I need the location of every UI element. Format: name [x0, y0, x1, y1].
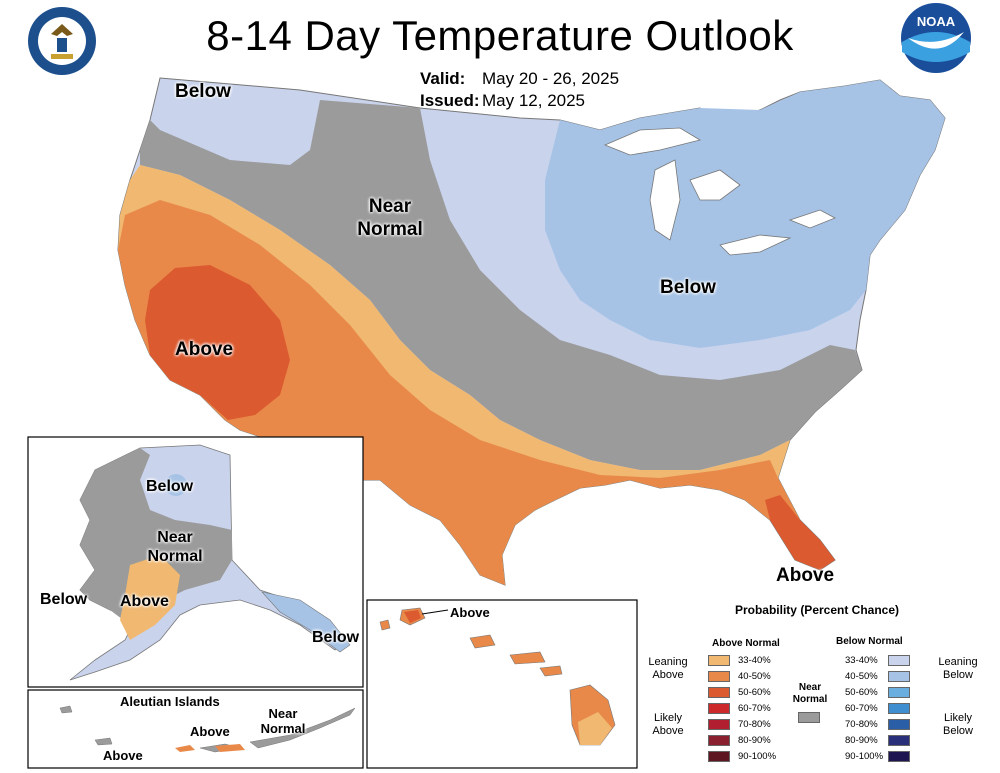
valid-value: May 20 - 26, 2025	[482, 69, 620, 88]
hawaii-inset	[366, 599, 638, 769]
conus-below-40-50-zone	[545, 80, 945, 348]
label-ak-near-normal: Near Normal	[147, 529, 203, 565]
label-hawaii-above: Above	[450, 605, 490, 620]
label-ak-below-se: Below	[312, 629, 360, 646]
florida-above-50-60-zone	[765, 495, 835, 570]
legend-title: Probability (Percent Chance)	[734, 603, 900, 617]
legend-below-swatch-1	[888, 671, 910, 682]
legend-below-swatch-0	[888, 655, 910, 666]
legend-above-range-6: 90-100%	[738, 751, 777, 762]
label-ak-below-west: Below	[40, 591, 88, 608]
label-below-east: Below	[660, 277, 716, 298]
legend-near-normal: Near Normal	[792, 682, 828, 705]
doc-seal-icon	[28, 7, 96, 75]
legend-above-range-0: 33-40%	[738, 655, 771, 666]
legend-below-range-4: 70-80%	[845, 719, 878, 730]
legend-above-swatch-5	[708, 735, 730, 746]
great-lakes	[603, 127, 836, 256]
legend-above-swatch-1	[708, 671, 730, 682]
legend-below-range-0: 33-40%	[845, 655, 878, 666]
legend-below-header: Below Normal	[836, 636, 903, 647]
legend-near-normal-swatch	[798, 712, 820, 723]
label-aleutian-above-1: Above	[190, 724, 230, 739]
noaa-logo-icon: NOAA	[901, 3, 971, 73]
svg-text:NOAA: NOAA	[917, 14, 956, 29]
alaska-above-zone	[120, 555, 180, 640]
alaska-near-normal-zone	[80, 448, 232, 625]
valid-label: Valid:	[420, 69, 466, 88]
legend-below-swatch-6	[888, 751, 910, 762]
date-info: Valid: May 20 - 26, 2025 Issued: May 12, 2…	[420, 68, 619, 112]
legend-likely-above: Likely Above	[652, 712, 684, 737]
legend-below-range-2: 50-60%	[845, 687, 878, 698]
legend-likely-below: Likely Below	[943, 712, 973, 737]
label-ak-above: Above	[120, 593, 169, 610]
label-below-nw: Below	[175, 81, 231, 102]
aleutian-inset	[27, 689, 364, 769]
conus-above-50-60-zone	[145, 265, 290, 420]
label-ak-below: Below	[146, 478, 194, 495]
legend-above-swatch-2	[708, 687, 730, 698]
label-above-fl: Above	[776, 565, 835, 586]
conus-above-40-50-zone	[118, 200, 800, 585]
alaska-inset	[27, 436, 364, 688]
label-above-sw: Above	[175, 339, 234, 360]
label-aleutian-above-2: Above	[103, 748, 143, 763]
legend-below-range-3: 60-70%	[845, 703, 878, 714]
legend: Probability (Percent Chance) Above Norma…	[642, 600, 987, 770]
conus-near-normal-zone	[140, 100, 862, 470]
legend-below-swatch-3	[888, 703, 910, 714]
legend-above-swatch-3	[708, 703, 730, 714]
aleutian-title: Aleutian Islands	[120, 694, 220, 709]
legend-above-header: Above Normal	[712, 638, 780, 649]
legend-leaning-below: Leaning Below	[938, 656, 978, 681]
issued-value: May 12, 2025	[482, 91, 586, 110]
legend-above-swatch-4	[708, 719, 730, 730]
legend-above-range-5: 80-90%	[738, 735, 771, 746]
noaa-logo: NOAA	[900, 2, 972, 74]
legend-below-swatch-4	[888, 719, 910, 730]
legend-below-range-1: 40-50%	[845, 671, 878, 682]
legend-above-range-2: 50-60%	[738, 687, 771, 698]
legend-leaning-above: Leaning Above	[648, 656, 688, 681]
page-title: 8-14 Day Temperature Outlook	[206, 12, 794, 59]
legend-below-swatch-2	[888, 687, 910, 698]
issued-label: Issued:	[420, 91, 480, 110]
label-aleutian-near-normal: Near Normal	[260, 706, 306, 736]
legend-above-range-4: 70-80%	[738, 719, 771, 730]
legend-below-swatch-5	[888, 735, 910, 746]
legend-above-swatch-6	[708, 751, 730, 762]
legend-above-range-3: 60-70%	[738, 703, 771, 714]
legend-above-swatch-0	[708, 655, 730, 666]
legend-below-range-6: 90-100%	[845, 751, 884, 762]
legend-below-range-5: 80-90%	[845, 735, 878, 746]
legend-above-range-1: 40-50%	[738, 671, 771, 682]
alaska-panhandle	[261, 591, 351, 653]
label-near-normal: Near Normal	[357, 196, 423, 240]
